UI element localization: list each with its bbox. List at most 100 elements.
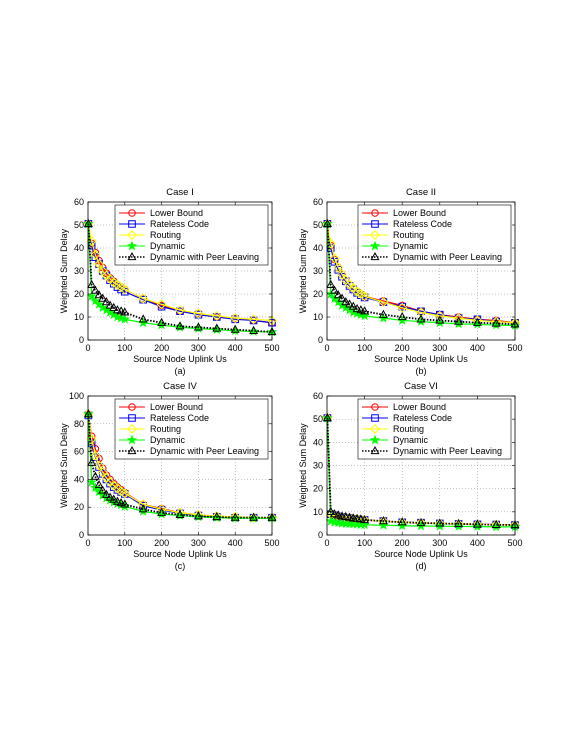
data-point: [345, 299, 355, 308]
data-point: [138, 504, 148, 513]
x-tick-label: 400: [470, 343, 485, 353]
legend-marker: [370, 230, 380, 240]
chart-panel-3: 0 100 200 300 400 500 0 20 40 60 80 100 Case IV Sourc…: [59, 381, 280, 571]
y-tick-label: 0: [79, 335, 84, 345]
data-point: [213, 313, 221, 321]
y-tick-label: 60: [313, 197, 323, 207]
data-point: [435, 518, 445, 527]
series-line: [87, 414, 272, 519]
data-point: [230, 313, 241, 324]
legend-marker: [369, 240, 381, 251]
data-point: [268, 318, 276, 327]
data-point: [357, 291, 365, 299]
legend-label: Routing: [393, 230, 424, 240]
data-point: [98, 485, 108, 494]
y-tick-label: 60: [74, 197, 84, 207]
chart-panel-1: 0 100 200 300 400 500 0 10 20 30 40 50 60 Case I Sourc…: [59, 187, 280, 376]
data-point: [120, 499, 130, 508]
x-tick-label: 300: [432, 538, 447, 548]
y-tick-label: 40: [74, 474, 84, 484]
legend-marker: [127, 252, 137, 261]
data-point: [360, 293, 369, 302]
x-axis-label: Source Node Uplink Us: [374, 549, 468, 559]
legend-marker: [370, 252, 380, 261]
data-point: [139, 502, 147, 510]
legend-marker: [371, 403, 379, 411]
data-point: [91, 453, 100, 461]
x-tick-label: 500: [264, 538, 279, 548]
data-point: [119, 488, 130, 499]
panel-caption: (b): [416, 366, 427, 376]
data-point: [116, 306, 126, 315]
chart-title: Case II: [406, 187, 436, 198]
data-point: [416, 314, 426, 323]
data-point: [356, 305, 366, 314]
y-axis-label: Weighted Sum Delay: [298, 228, 308, 313]
data-point: [102, 475, 111, 484]
data-point: [211, 310, 222, 321]
x-axis-label: Source Node Uplink Us: [133, 549, 227, 559]
x-tick-label: 0: [85, 343, 90, 353]
data-point: [90, 249, 101, 260]
series-5: [322, 413, 520, 529]
data-point: [326, 244, 335, 252]
data-point: [94, 290, 104, 299]
y-tick-label: 0: [318, 335, 323, 345]
y-tick-label: 30: [313, 266, 323, 276]
y-axis-label: Weighted Sum Delay: [59, 228, 69, 313]
data-point: [120, 307, 130, 316]
data-point: [119, 284, 130, 295]
legend-label: Lower Bound: [150, 402, 203, 412]
x-tick-label: 500: [507, 538, 522, 548]
legend-marker: [126, 434, 138, 445]
data-point: [109, 302, 119, 311]
legend-label: Rateless Code: [393, 413, 452, 423]
y-tick-label: 0: [318, 530, 323, 540]
data-point: [454, 518, 464, 528]
data-point: [212, 323, 222, 332]
legend-marker: [370, 446, 380, 455]
series-line: [326, 417, 516, 526]
chart-title: Case I: [166, 187, 193, 198]
legend-marker: [371, 414, 379, 422]
data-point: [378, 297, 389, 308]
data-point: [106, 479, 114, 488]
data-point: [86, 476, 97, 487]
legend-marker: [128, 414, 136, 422]
data-point: [156, 299, 167, 310]
y-tick-label: 50: [74, 220, 84, 230]
data-point: [193, 308, 204, 319]
data-point: [416, 517, 426, 527]
data-point: [230, 511, 241, 522]
x-tick-label: 100: [357, 538, 372, 548]
legend-label: Rateless Code: [150, 219, 209, 229]
data-point: [194, 310, 203, 319]
x-tick-label: 200: [154, 343, 169, 353]
legend-label: Routing: [393, 424, 424, 434]
data-point: [333, 510, 343, 519]
x-tick-label: 500: [264, 343, 279, 353]
data-point: [491, 318, 501, 327]
legend-label: Lower Bound: [393, 208, 446, 218]
x-axis-label: Source Node Uplink Us: [133, 354, 227, 364]
data-point: [349, 285, 358, 294]
legend-label: Dynamic: [393, 435, 429, 445]
data-point: [112, 496, 122, 505]
data-point: [360, 306, 370, 315]
x-tick-label: 300: [432, 343, 447, 353]
data-point: [352, 303, 362, 313]
y-tick-label: 10: [313, 312, 323, 322]
data-point: [326, 279, 336, 288]
data-point: [378, 309, 388, 318]
legend-label: Lower Bound: [393, 402, 446, 412]
data-point: [333, 262, 344, 273]
data-point: [157, 317, 167, 326]
axes-box: [87, 395, 273, 536]
legend-marker: [127, 424, 137, 434]
data-point: [230, 324, 240, 333]
x-tick-label: 200: [395, 538, 410, 548]
y-tick-label: 40: [313, 437, 323, 447]
x-tick-label: 300: [191, 538, 206, 548]
series-5: [322, 218, 520, 328]
